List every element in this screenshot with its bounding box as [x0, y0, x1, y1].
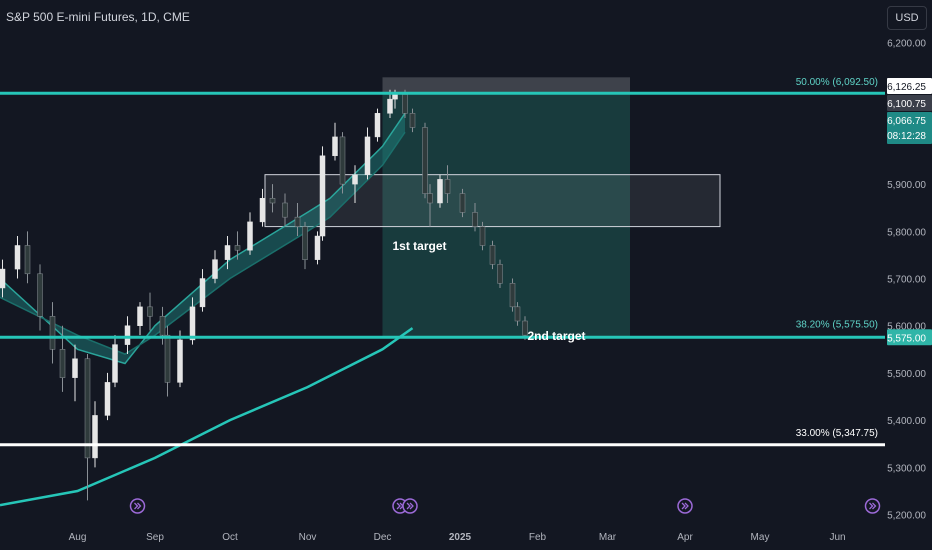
candle: [444, 179, 451, 194]
candle: [332, 136, 338, 157]
stop-zone: [382, 77, 630, 94]
y-tick-label: 5,500.00: [887, 369, 926, 380]
candle: [319, 155, 326, 237]
fib-33-label: 33.00% (5,347.75): [796, 428, 878, 439]
price-badge-mid: 6,100.75: [887, 99, 926, 110]
y-tick-label: 5,800.00: [887, 227, 926, 238]
candle: [24, 245, 31, 275]
y-tick-label: 5,300.00: [887, 463, 926, 474]
candle: [489, 245, 496, 265]
candle: [479, 226, 486, 246]
candle: [212, 259, 218, 279]
ema-slow-line: [0, 131, 406, 355]
candle: [14, 245, 21, 270]
candle: [302, 226, 308, 260]
candle: [92, 415, 98, 459]
x-tick-label: Sep: [146, 532, 164, 543]
candle: [352, 174, 358, 185]
symbol-title: S&P 500 E-mini Futures, 1D, CME: [6, 10, 190, 24]
candle: [247, 221, 253, 251]
candle: [124, 325, 131, 345]
candle: [364, 136, 371, 175]
price-countdown: 08:12:28: [887, 131, 926, 142]
ma-long-line: [0, 327, 414, 507]
event-glyph-icon: [134, 502, 142, 510]
price-badge-top: 6,126.25: [887, 82, 926, 93]
candle: [509, 282, 516, 308]
x-tick-label: Nov: [299, 532, 317, 543]
candle: [427, 193, 433, 204]
price-badge-last-bg: [887, 112, 932, 144]
price-badge-level-bg: [887, 329, 932, 346]
candle: [392, 94, 398, 100]
x-tick-label: Oct: [222, 532, 238, 543]
price-badge-top-bg: [887, 78, 932, 94]
candle: [49, 316, 56, 350]
x-tick-label: Mar: [599, 532, 617, 543]
candle: [224, 245, 231, 260]
price-badge-level: 5,575.00: [887, 333, 926, 344]
candle: [269, 198, 276, 204]
candle: [72, 358, 78, 378]
x-tick-label: Jun: [829, 532, 845, 543]
x-tick-label: May: [751, 532, 770, 543]
event-glyph-icon: [681, 502, 689, 510]
event-glyph-icon: [869, 502, 877, 510]
candle: [437, 179, 443, 204]
candle: [282, 202, 288, 218]
y-tick-label: 5,200.00: [887, 511, 926, 522]
y-tick-label: 5,700.00: [887, 275, 926, 286]
candle: [147, 306, 153, 317]
candle: [402, 94, 408, 114]
candle: [497, 264, 503, 284]
candle: [339, 136, 346, 185]
candle: [59, 349, 66, 378]
candle: [199, 278, 206, 308]
candle: [387, 98, 393, 114]
candle: [159, 316, 166, 336]
event-glyph-icon: [406, 502, 414, 510]
y-tick-label: 5,600.00: [887, 322, 926, 333]
candle: [514, 306, 521, 322]
x-tick-label: Feb: [529, 532, 547, 543]
candle: [472, 212, 478, 227]
x-tick-label: Aug: [69, 532, 87, 543]
y-tick-label: 5,400.00: [887, 416, 926, 427]
candle: [189, 306, 196, 341]
first-target-label: 1st target: [393, 239, 447, 253]
fib-382-label: 38.20% (5,575.50): [796, 319, 878, 330]
second-target-label: 2nd target: [528, 329, 586, 343]
candle: [0, 268, 6, 289]
candle: [409, 113, 416, 128]
candle: [294, 216, 301, 227]
candle: [164, 334, 171, 383]
y-tick-label: 5,900.00: [887, 180, 926, 191]
candle: [84, 358, 91, 459]
x-tick-label: Apr: [677, 532, 693, 543]
currency-button[interactable]: USD: [887, 6, 927, 30]
candle: [137, 306, 143, 326]
candle: [112, 344, 118, 383]
x-tick-label: 2025: [449, 532, 472, 543]
candle: [314, 235, 321, 260]
y-tick-label: 6,200.00: [887, 38, 926, 49]
candle: [459, 193, 466, 213]
price-badge-mid-bg: [887, 95, 932, 111]
price-badge-last: 6,066.75: [887, 116, 926, 127]
candle: [374, 113, 381, 138]
candle: [422, 127, 428, 194]
candle: [259, 198, 266, 223]
candle: [522, 320, 528, 336]
candle: [177, 339, 183, 383]
candle: [234, 245, 241, 251]
fib-50-label: 50.00% (6,092.50): [796, 77, 878, 88]
candle: [37, 273, 43, 317]
candle: [104, 382, 111, 416]
x-tick-label: Dec: [374, 532, 392, 543]
